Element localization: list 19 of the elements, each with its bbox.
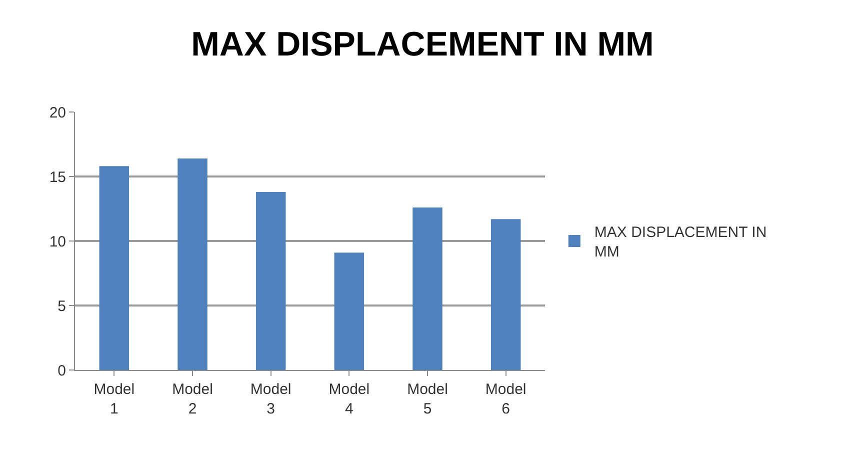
legend-label: MAX DISPLACEMENT IN MM <box>594 224 767 261</box>
x-tick-label: Model 5 <box>407 381 448 418</box>
x-tick-label: Model 6 <box>485 381 526 418</box>
bar <box>99 166 130 370</box>
y-tick-label: 5 <box>58 298 66 315</box>
y-tick-label: 10 <box>49 233 66 250</box>
bar <box>178 158 208 370</box>
x-tick-label: Model 3 <box>250 381 292 418</box>
bar <box>334 252 364 370</box>
bar <box>256 192 286 370</box>
x-tick-label: Model 4 <box>328 381 370 418</box>
y-tick-label: 15 <box>49 168 66 186</box>
y-tick-label: 20 <box>49 104 66 122</box>
chart-title: MAX DISPLACEMENT IN MM <box>191 26 654 64</box>
bar <box>412 207 442 370</box>
y-tick-label: 0 <box>58 362 66 380</box>
bar <box>490 219 521 370</box>
x-tick-label: Model 2 <box>172 381 213 418</box>
x-tick-label: Model 1 <box>94 381 135 418</box>
